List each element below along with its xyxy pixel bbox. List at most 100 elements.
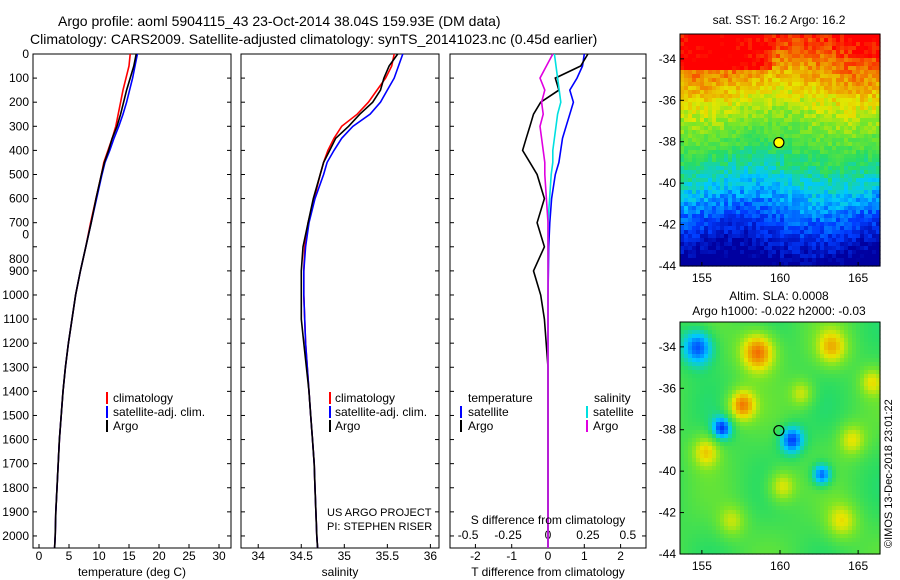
map-cell: [724, 82, 729, 87]
map-cell: [696, 110, 701, 115]
map-cell: [744, 414, 749, 419]
map-cell: [852, 438, 857, 443]
map-cell: [780, 410, 785, 415]
map-cell: [848, 222, 853, 227]
map-cell: [732, 158, 737, 163]
map-cell: [844, 114, 849, 119]
map-cell: [800, 394, 805, 399]
map-cell: [864, 362, 869, 367]
map-cell: [756, 166, 761, 171]
map-cell: [756, 414, 761, 419]
map-cell: [840, 338, 845, 343]
map-cell: [840, 418, 845, 423]
map-cell: [764, 50, 769, 55]
map-cell: [864, 198, 869, 203]
map-cell: [768, 78, 773, 83]
map-cell: [752, 102, 757, 107]
map-cell: [724, 138, 729, 143]
map-cell: [816, 374, 821, 379]
map-cell: [872, 186, 877, 191]
map-cell: [728, 254, 733, 259]
map-cell: [708, 138, 713, 143]
map-cell: [768, 462, 773, 467]
map-cell: [780, 414, 785, 419]
map-cell: [804, 398, 809, 403]
map-cell: [832, 234, 837, 239]
map-cell: [784, 246, 789, 251]
map-cell: [680, 466, 685, 471]
map-cell: [808, 250, 813, 255]
map-cell: [812, 66, 817, 71]
map-cell: [796, 446, 801, 451]
map-cell: [796, 54, 801, 59]
map-cell: [820, 370, 825, 375]
map-cell: [680, 42, 685, 47]
map-cell: [748, 142, 753, 147]
map-cell: [804, 98, 809, 103]
map-cell: [812, 450, 817, 455]
map-cell: [768, 214, 773, 219]
map-cell: [716, 338, 721, 343]
map-cell: [836, 34, 841, 39]
map-cell: [696, 166, 701, 171]
map-cell: [732, 422, 737, 427]
map-cell: [864, 462, 869, 467]
map-cell: [840, 70, 845, 75]
map-cell: [692, 346, 697, 351]
map-cell: [684, 394, 689, 399]
map-cell: [684, 162, 689, 167]
map-cell: [688, 170, 693, 175]
map-cell: [688, 334, 693, 339]
map-cell: [816, 414, 821, 419]
map-cell: [852, 242, 857, 247]
map-cell: [688, 154, 693, 159]
map-cell: [820, 402, 825, 407]
map-cell: [776, 74, 781, 79]
depth-tick-label: 300: [9, 119, 29, 133]
map-cell: [856, 370, 861, 375]
map-cell: [856, 230, 861, 235]
map-cell: [816, 426, 821, 431]
map-cell: [748, 434, 753, 439]
map-cell: [816, 354, 821, 359]
map-cell: [856, 358, 861, 363]
map-cell: [784, 138, 789, 143]
map-cell: [748, 34, 753, 39]
map-cell: [836, 114, 841, 119]
map-cell: [744, 258, 749, 263]
map-cell: [720, 362, 725, 367]
map-cell: [832, 338, 837, 343]
map-cell: [800, 138, 805, 143]
map-cell: [772, 350, 777, 355]
map-cell: [764, 198, 769, 203]
map-cell: [804, 114, 809, 119]
map-cell: [872, 74, 877, 79]
map-cell: [804, 222, 809, 227]
map-cell: [860, 46, 865, 51]
map-cell: [684, 154, 689, 159]
map-cell: [724, 198, 729, 203]
map-cell: [796, 146, 801, 151]
map-cell: [680, 226, 685, 231]
map-cell: [780, 38, 785, 43]
map-cell: [692, 194, 697, 199]
map-cell: [696, 158, 701, 163]
map-cell: [760, 426, 765, 431]
map-cell: [716, 110, 721, 115]
map-cell: [868, 142, 873, 147]
map-cell: [708, 386, 713, 391]
map-cell: [696, 446, 701, 451]
map-cell: [824, 418, 829, 423]
map-cell: [688, 214, 693, 219]
map-cell: [684, 110, 689, 115]
map-cell: [720, 42, 725, 47]
map-cell: [716, 322, 721, 327]
map-cell: [812, 378, 817, 383]
map-cell: [804, 446, 809, 451]
map-cell: [720, 222, 725, 227]
map-cell: [864, 54, 869, 59]
map-cell: [688, 242, 693, 247]
map-cell: [748, 330, 753, 335]
map-cell: [828, 98, 833, 103]
map-cell: [696, 94, 701, 99]
